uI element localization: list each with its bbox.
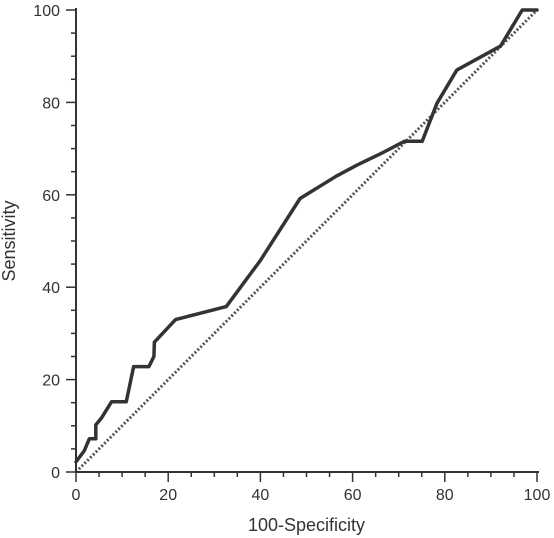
labels-layer: 0 20 40 60 80 100 0 20 40 60 80 100 xyxy=(33,3,550,504)
reference-diagonal-line xyxy=(74,8,539,474)
y-tick-label: 80 xyxy=(42,95,60,112)
y-tick-label: 100 xyxy=(33,3,60,20)
x-tick-label: 100 xyxy=(524,487,551,504)
roc-curve-line xyxy=(74,8,539,464)
axes-layer xyxy=(66,8,539,482)
x-tick-label: 60 xyxy=(344,487,362,504)
x-tick-label: 80 xyxy=(436,487,454,504)
y-tick-label: 40 xyxy=(42,280,60,297)
y-tick-label: 20 xyxy=(42,373,60,390)
curve-layer xyxy=(74,8,539,464)
x-tick-label: 40 xyxy=(252,487,270,504)
y-tick-label: 0 xyxy=(51,465,60,482)
x-tick-label: 20 xyxy=(159,487,177,504)
x-tick-label: 0 xyxy=(72,487,81,504)
y-tick-label: 60 xyxy=(42,188,60,205)
y-axis-title: Sensitivity xyxy=(0,200,19,281)
reference-layer xyxy=(74,8,539,474)
x-axis-title: 100-Specificity xyxy=(248,515,365,535)
